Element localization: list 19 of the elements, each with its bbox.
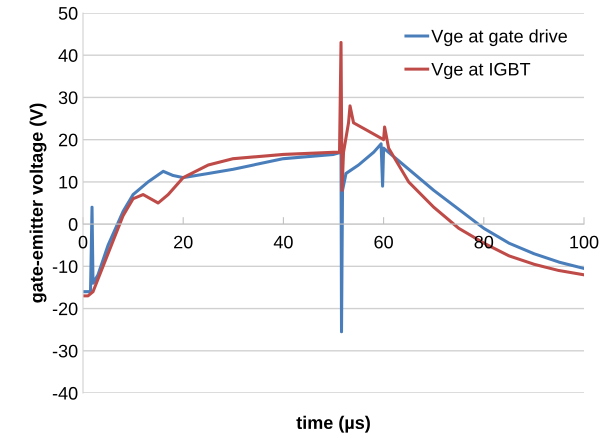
- x-tick-label: 20: [174, 236, 193, 248]
- y-tick-label: 0: [68, 218, 78, 231]
- y-tick-label: 40: [58, 49, 78, 62]
- x-tick-label: 0: [78, 236, 88, 248]
- y-tick-label: -10: [52, 260, 78, 274]
- y-tick-label: -30: [52, 344, 78, 358]
- x-tick-label: 100: [570, 236, 598, 248]
- y-tick-label: -20: [52, 302, 78, 316]
- y-axis-title: gate-emitter voltage (V): [30, 104, 46, 303]
- y-tick-label: 10: [59, 176, 78, 189]
- y-tick-label: 50: [58, 6, 78, 20]
- x-tick-label: 40: [274, 236, 293, 248]
- y-tick-label: 30: [58, 91, 78, 104]
- y-tick-label: 20: [58, 134, 78, 146]
- legend-label: Vge at gate drive: [431, 29, 567, 46]
- x-tick-label: 60: [374, 236, 393, 248]
- legend-label: Vge at IGBT: [431, 62, 530, 80]
- y-tick-label: -40: [52, 386, 78, 400]
- x-axis-title: time (µs): [296, 416, 370, 433]
